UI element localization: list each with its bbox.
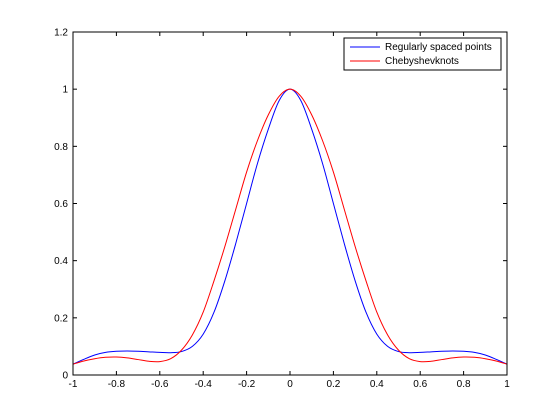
y-tick-label: 0.2 [54, 313, 68, 324]
x-tick-label: 0.6 [413, 379, 427, 390]
legend-label-regularly-spaced: Regularly spaced points [385, 42, 492, 53]
tick-layer: -1 -0.8 -0.6 -0.4 -0.2 0 0.2 0.4 0.6 0.8 1 0 0.2 0.4 0… [54, 28, 510, 391]
x-tick-label: -0.8 [108, 379, 126, 390]
x-tick-label: -0.2 [238, 379, 256, 390]
series-line-chebyshev [72, 88, 508, 365]
x-tick-label: 1 [504, 379, 510, 390]
series-layer [72, 88, 508, 365]
x-tick-label: 0 [287, 379, 293, 390]
plot-area [73, 32, 507, 375]
x-tick-label: 0.4 [370, 379, 384, 390]
legend-box [343, 37, 502, 71]
x-tick-label: -0.6 [151, 379, 169, 390]
x-tick-label: 0.2 [326, 379, 340, 390]
legend-label-chebyshev: Chebyshevknots [385, 56, 459, 67]
y-tick-label: 0.6 [54, 199, 68, 210]
y-tick-label: 0.8 [54, 142, 68, 153]
x-tick-label: -1 [69, 379, 78, 390]
y-tick-label: 0.4 [54, 256, 68, 267]
x-tick-label: 0.8 [457, 379, 471, 390]
y-tick-label: 1 [62, 85, 68, 96]
x-tick-label: -0.4 [195, 379, 213, 390]
y-tick-label: 0 [62, 371, 68, 382]
y-tick-label: 1.2 [54, 28, 68, 39]
legend: Regularly spaced points Chebyshevknots [343, 37, 502, 71]
